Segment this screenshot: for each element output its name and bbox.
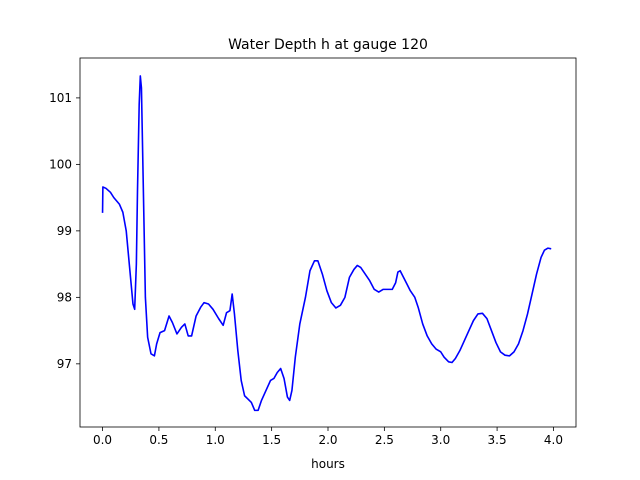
x-tick-label-5: 2.5 [375, 433, 394, 447]
y-tick-label-0: 97 [57, 357, 72, 371]
y-tick-label-4: 101 [49, 91, 72, 105]
x-tick-label-6: 3.0 [431, 433, 450, 447]
series-line-0 [101, 75, 552, 412]
y-tick-label-2: 99 [57, 224, 72, 238]
x-tick-label-1: 0.5 [149, 433, 168, 447]
x-tick-label-2: 1.0 [206, 433, 225, 447]
x-axis-label: hours [311, 457, 345, 471]
x-tick-label-7: 3.5 [488, 433, 507, 447]
x-tick-label-3: 1.5 [262, 433, 281, 447]
y-tick-label-1: 98 [57, 290, 72, 304]
x-tick-label-0: 0.0 [93, 433, 112, 447]
chart-title: Water Depth h at gauge 120 [228, 37, 428, 53]
y-tick-label-3: 100 [49, 157, 72, 171]
x-tick-label-4: 2.0 [318, 433, 337, 447]
x-tick-label-8: 4.0 [544, 433, 563, 447]
plot-area: 0.0 0.5 1.0 1.5 2.0 2.5 3.0 3.5 4.0 97 98 99 100 101 [49, 57, 577, 447]
